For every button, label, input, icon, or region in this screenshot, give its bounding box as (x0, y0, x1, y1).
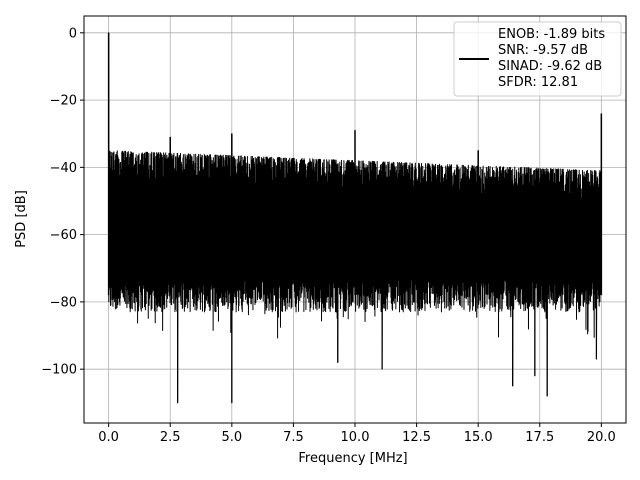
x-tick-label: 10.0 (341, 430, 370, 445)
x-tick-label: 20.0 (587, 430, 616, 445)
x-tick-label: 5.0 (221, 430, 242, 445)
psd-series (107, 32, 603, 404)
x-tick-label: 0.0 (98, 430, 119, 445)
y-axis-ticks: 0 −20 −40 −60 −80 −100 (41, 26, 84, 378)
y-tick-label: −60 (50, 228, 77, 243)
x-axis-label: Frequency [MHz] (298, 451, 407, 466)
legend-entry-sfdr: SFDR: 12.81 (498, 75, 578, 90)
legend: ENOB: -1.89 bits SNR: -9.57 dB SINAD: -9… (453, 21, 622, 97)
y-tick-label: 0 (69, 26, 77, 41)
y-tick-label: −40 (50, 161, 77, 176)
x-tick-label: 2.5 (160, 430, 181, 445)
legend-entry-enob: ENOB: -1.89 bits (498, 27, 605, 42)
y-tick-label: −80 (50, 295, 77, 310)
psd-trace (108, 32, 602, 404)
y-tick-label: −20 (50, 94, 77, 109)
x-axis-ticks: 0.0 2.5 5.0 7.5 10.0 12.5 15.0 17.5 20.0 (98, 423, 616, 445)
legend-entry-sinad: SINAD: -9.62 dB (498, 59, 602, 74)
x-tick-label: 12.5 (402, 430, 431, 445)
legend-entry-snr: SNR: -9.57 dB (498, 43, 588, 58)
x-tick-label: 15.0 (464, 430, 493, 445)
x-tick-label: 17.5 (525, 430, 554, 445)
plot-area (107, 32, 603, 404)
x-tick-label: 7.5 (283, 430, 304, 445)
y-axis-label: PSD [dB] (14, 190, 29, 248)
y-tick-label: −100 (41, 363, 77, 378)
legend-box (453, 21, 622, 97)
